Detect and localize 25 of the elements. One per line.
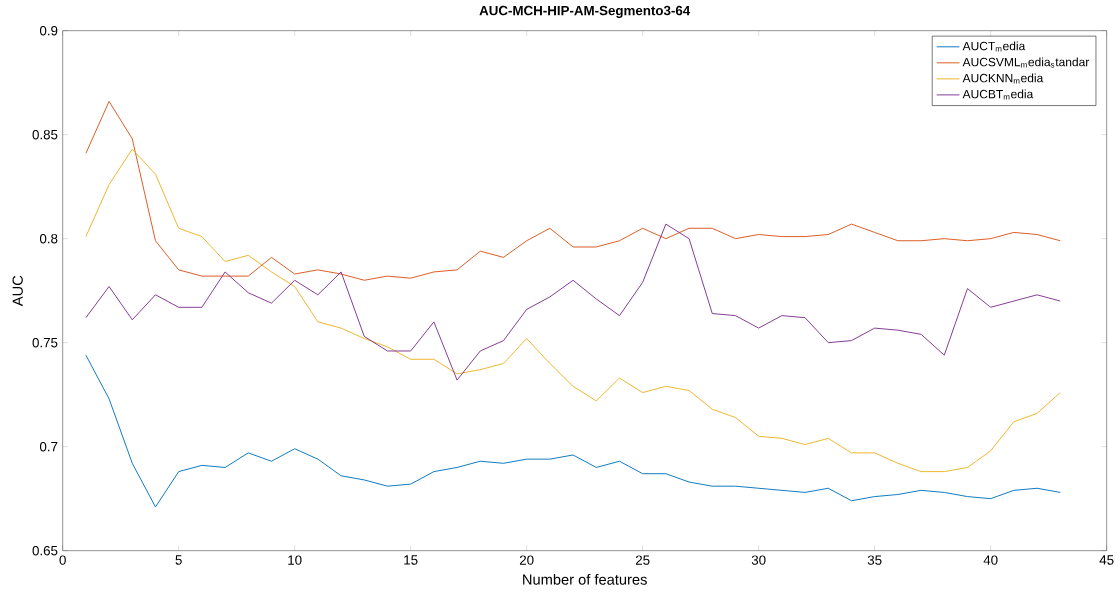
line-series xyxy=(85,223,1061,381)
legend-label: AUCKNN$_{m}$edia xyxy=(962,73,1044,84)
y-tick-label: 0.7 xyxy=(39,441,58,452)
y-tick-label: 0.75 xyxy=(32,337,58,348)
y-tick-label: 0.85 xyxy=(32,129,58,140)
chart-title: AUC-MCH-HIP-AM-Segmento3-64 xyxy=(479,5,691,18)
y-tick-label: 0.9 xyxy=(39,25,58,36)
legend-label: AUCBT$_{m}$edia xyxy=(962,89,1034,100)
x-tick-label: 0 xyxy=(59,555,66,565)
y-tick-label: 0.65 xyxy=(32,545,58,556)
x-axis-title: Number of features xyxy=(523,573,647,585)
legend-label: AUCT$_{m}$edia xyxy=(962,41,1026,52)
x-tick-label: 5 xyxy=(175,555,182,565)
y-axis-title: AUC xyxy=(12,275,23,306)
line-series xyxy=(85,148,1061,472)
legend-label: AUCSVML$_{m}$edia$_{s}$tandar xyxy=(962,57,1090,68)
x-tick-label: 10 xyxy=(288,555,302,565)
x-tick-label: 40 xyxy=(983,555,998,565)
x-tick-label: 25 xyxy=(635,555,650,565)
x-tick-label: 15 xyxy=(404,555,418,565)
x-tick-label: 30 xyxy=(751,555,766,565)
y-tick-label: 0.8 xyxy=(39,233,58,244)
x-tick-label: 35 xyxy=(867,555,882,565)
x-tick-label: 20 xyxy=(519,555,534,565)
x-tick-label: 45 xyxy=(1099,555,1114,565)
